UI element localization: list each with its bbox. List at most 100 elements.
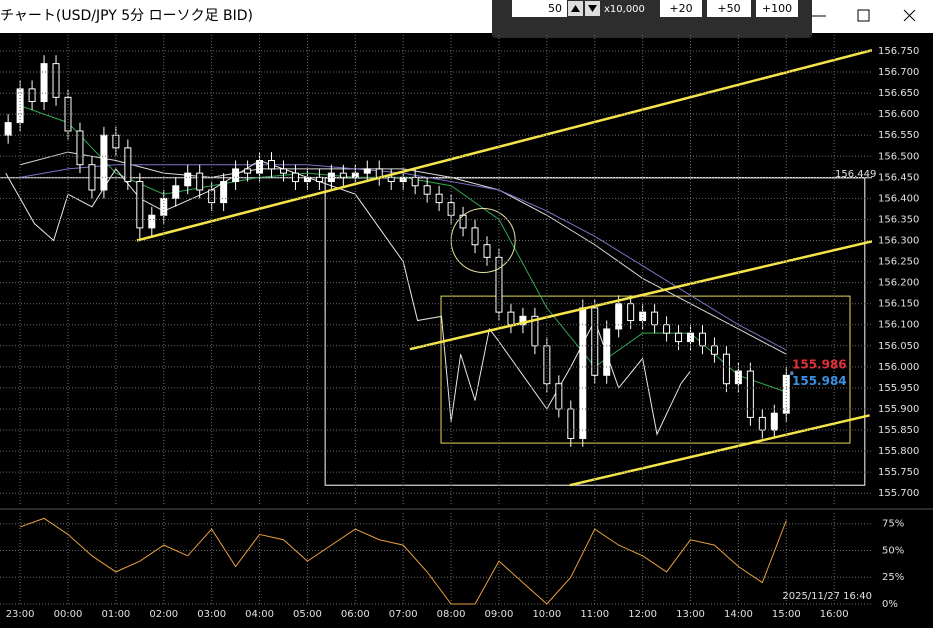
candle-body <box>148 214 156 229</box>
price-line-label: 156.449 <box>835 169 876 180</box>
x-tick-label: 23:00 <box>6 609 35 620</box>
price-label: 155.986 <box>792 357 847 371</box>
candle-body <box>172 185 180 199</box>
candle-body <box>639 311 647 322</box>
candle-body <box>387 176 395 183</box>
y-tick-label: 156.600 <box>878 109 919 120</box>
candle-body <box>40 63 48 103</box>
candle-body <box>112 134 120 149</box>
y-tick-label: 155.800 <box>878 446 919 457</box>
multiplier: x10,000 <box>604 4 645 15</box>
plot-area <box>0 48 872 487</box>
candle-body <box>220 181 228 204</box>
date-label: 2025/11/27 16:40 <box>782 591 872 602</box>
osc-tick-label: 50% <box>882 545 904 556</box>
candle-body <box>327 172 335 183</box>
trend-line <box>409 240 872 351</box>
trend-line <box>569 414 870 487</box>
candle-body <box>411 176 419 187</box>
candle-body <box>603 328 611 376</box>
candle-body <box>16 88 24 124</box>
y-tick-label: 156.450 <box>878 172 919 183</box>
candle-body <box>675 332 683 343</box>
y-tick-label: 156.250 <box>878 257 919 268</box>
candle-body <box>196 172 204 191</box>
candle-body <box>4 122 12 136</box>
candle-body <box>543 345 551 385</box>
candle-body <box>447 202 455 216</box>
y-tick-label: 156.400 <box>878 193 919 204</box>
y-tick-label: 156.100 <box>878 320 919 331</box>
quantity-input[interactable] <box>512 0 567 17</box>
x-tick-label: 03:00 <box>197 609 226 620</box>
spin-up-icon <box>571 5 580 12</box>
quantity-value: 50 <box>548 2 562 15</box>
y-tick-label: 156.700 <box>878 67 919 78</box>
y-tick-label: 156.550 <box>878 130 919 141</box>
y-tick-label: 156.500 <box>878 151 919 162</box>
y-tick-label: 156.650 <box>878 88 919 99</box>
candle-body <box>758 416 766 431</box>
candle-body <box>710 345 718 355</box>
candle-body <box>52 63 60 98</box>
candle-body <box>579 307 587 439</box>
x-tick-label: 08:00 <box>437 609 466 620</box>
add-button[interactable] <box>756 0 798 17</box>
candle-body <box>651 311 659 326</box>
osc-tick-label: 25% <box>882 572 904 583</box>
y-tick-label: 156.350 <box>878 214 919 225</box>
indicator-line <box>5 159 691 436</box>
y-tick-label: 156.750 <box>878 46 919 57</box>
candle-body <box>256 160 264 174</box>
candle-body <box>567 408 575 439</box>
y-tick-label: 156.300 <box>878 236 919 247</box>
y-tick-label: 156.200 <box>878 278 919 289</box>
maximize-button[interactable] <box>857 9 870 22</box>
x-tick-label: 02:00 <box>149 609 178 620</box>
candle-body <box>435 193 443 204</box>
close-button[interactable] <box>903 9 916 22</box>
y-tick-label: 155.850 <box>878 425 919 436</box>
y-tick-label: 155.700 <box>878 488 919 499</box>
add-button-label: +20 <box>669 2 692 15</box>
y-tick-label: 156.150 <box>878 299 919 310</box>
candle-body <box>291 172 299 183</box>
add-button-label: +50 <box>717 2 740 15</box>
candle-body <box>124 147 132 183</box>
candle-body <box>184 172 192 187</box>
candle-body <box>746 370 754 418</box>
x-tick-label: 16:00 <box>820 609 849 620</box>
candle-body <box>136 181 144 229</box>
add-button-label: +100 <box>762 2 792 15</box>
candle-body <box>423 185 431 195</box>
candle-body <box>471 227 479 246</box>
candle-body <box>244 168 252 174</box>
x-tick-label: 10:00 <box>532 609 561 620</box>
candle-body <box>76 130 84 166</box>
candle-body <box>770 412 778 431</box>
x-tick-label: 05:00 <box>293 609 322 620</box>
y-tick-label: 156.000 <box>878 362 919 373</box>
candle-body <box>100 134 108 191</box>
candle-body <box>363 168 371 174</box>
candle-body <box>687 332 695 343</box>
y-tick-label: 155.900 <box>878 404 919 415</box>
candle-body <box>627 303 635 322</box>
candle-body <box>483 244 491 258</box>
window-title: チャート(USD/JPY 5分 ローソク足 BID) <box>0 8 253 24</box>
candle-body <box>698 332 706 347</box>
candle-body <box>268 160 276 170</box>
candle-body <box>722 353 730 385</box>
x-tick-label: 12:00 <box>628 609 657 620</box>
trend-line <box>136 48 872 242</box>
candle-body <box>279 168 287 174</box>
candle-body <box>88 164 96 191</box>
add-button[interactable] <box>707 0 751 17</box>
candle-body <box>208 189 216 204</box>
x-tick-label: 00:00 <box>54 609 83 620</box>
x-tick-label: 04:00 <box>245 609 274 620</box>
add-button[interactable] <box>660 0 702 17</box>
y-tick-label: 155.750 <box>878 467 919 478</box>
